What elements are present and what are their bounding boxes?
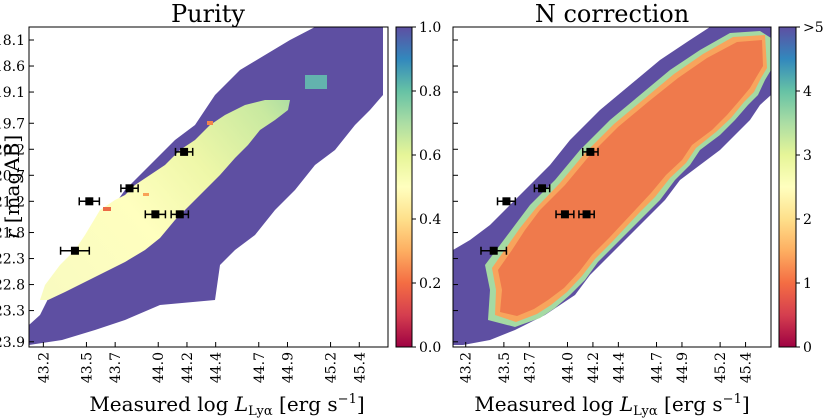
purity-y-tick-label: 21.8 (0, 226, 25, 242)
purity-heatmap (29, 27, 383, 345)
ncorr-x-tick-label: 44.9 (675, 352, 691, 383)
purity-inner-region (40, 100, 290, 300)
purity-top-patch (305, 75, 327, 89)
purity-y-tick-label: 20.7 (0, 168, 25, 184)
purity-data-point (180, 147, 189, 156)
purity-x-tick-label: 43.7 (108, 352, 124, 383)
purity-colorbar-tick-label: 1.0 (419, 20, 441, 36)
purity-colorbar-tick-label: 0.4 (419, 212, 441, 228)
ncorr-colorbar: 0 1 2 3 4 >5 (778, 20, 824, 356)
ncorr-data-point (560, 210, 569, 219)
purity-data-points (59, 147, 194, 255)
ncorr-colorbar-tick-label: 1 (803, 276, 812, 292)
purity-y-tick-label: 21.2 (0, 194, 25, 210)
ncorr-inner-region (498, 40, 763, 316)
ncorr-x-tick-label: 44.7 (650, 352, 666, 383)
purity-x-tick-label: 44.7 (252, 352, 268, 383)
ncorr-colorbar-tick-label: 3 (803, 148, 812, 164)
svg-text:r [magAB]: r [magAB] (0, 135, 24, 239)
purity-colorbar-tick-label: 0.2 (419, 276, 441, 292)
purity-red-pixel-3 (143, 193, 149, 196)
purity-data-point (70, 246, 79, 255)
purity-y-tick-label: 19.1 (0, 85, 25, 101)
purity-data-point (175, 210, 184, 219)
ncorr-x-tick-label: 44.0 (560, 352, 576, 383)
ncorr-data-points (480, 147, 599, 255)
purity-y-tick-label: 22.3 (0, 252, 25, 268)
ncorr-data-point (502, 197, 511, 206)
purity-plot-frame (28, 26, 389, 348)
purity-data-point (151, 210, 160, 219)
ncorr-x-tick-label: 45.4 (739, 352, 755, 383)
ncorr-title: N correction (535, 0, 689, 28)
ncorr-colorbar-tick-label: >5 (803, 20, 824, 36)
purity-y-label: r [magAB] (0, 135, 24, 239)
ncorr-x-tick-label: 45.2 (713, 352, 729, 383)
purity-x-tick-label: 45.4 (352, 352, 368, 383)
purity-panel: Purity 18.1 18.6 19.1 19.7 20.2 20.7 21.2 21.8 2… (0, 0, 441, 419)
ncorr-x-tick-label: 43.5 (497, 352, 513, 383)
ncorr-x-label: Measured log LLyα [erg s−1] (474, 392, 749, 419)
purity-colorbar: 0.0 0.2 0.4 0.6 0.8 1.0 (395, 20, 441, 356)
purity-colorbar-tick-label: 0.8 (419, 84, 441, 100)
purity-x-tick-label: 43.2 (36, 352, 52, 383)
ncorr-data-point (586, 147, 595, 156)
ncorr-panel: N correction 43.2 43.5 43.7 44.0 44.2 44.4 44.… (452, 0, 824, 419)
purity-x-tick-label: 44.2 (180, 352, 196, 383)
purity-x-tick-label: 44.0 (151, 352, 167, 383)
purity-y-tick-label: 19.7 (0, 116, 25, 132)
purity-x-axis: 43.2 43.5 43.7 44.0 44.2 44.4 44.7 44.9 45.2 45.4 (36, 342, 368, 383)
ncorr-x-tick-label: 43.2 (459, 352, 475, 383)
purity-y-tick-label: 20.2 (0, 142, 25, 158)
purity-data-point (125, 184, 134, 193)
purity-y-tick-label: 23.9 (0, 335, 25, 351)
purity-x-label: Measured log LLyα [erg s−1] (89, 392, 364, 419)
purity-red-pixel-2 (207, 121, 213, 125)
ncorr-colorbar-tick-label: 2 (803, 212, 812, 228)
purity-colorbar-tick-label: 0.0 (419, 340, 441, 356)
ncorr-plot-frame (452, 26, 772, 348)
y-label-unit: [magAB] (0, 135, 24, 230)
ncorr-y-axis (453, 39, 458, 343)
ncorr-data-point (538, 184, 547, 193)
purity-x-tick-label: 45.2 (324, 352, 340, 383)
purity-x-tick-label: 44.9 (280, 352, 296, 383)
purity-y-tick-label: 18.1 (0, 33, 25, 49)
purity-red-pixel-1 (103, 207, 111, 211)
purity-title: Purity (171, 0, 245, 28)
purity-data-point (85, 197, 94, 206)
ncorr-colorbar-tick-label: 4 (803, 84, 812, 100)
ncorr-x-tick-label: 44.4 (611, 352, 627, 383)
purity-x-tick-label: 43.5 (79, 352, 95, 383)
y-label-symbol: r (0, 228, 24, 239)
ncorr-x-axis: 43.2 43.5 43.7 44.0 44.2 44.4 44.7 44.9 45.2 45.4 (459, 342, 755, 383)
purity-y-tick-label: 18.6 (0, 59, 25, 75)
ncorr-x-tick-label: 44.2 (586, 352, 602, 383)
purity-x-tick-label: 44.4 (209, 352, 225, 383)
purity-colorbar-tick-label: 0.6 (419, 148, 441, 164)
ncorr-data-point (489, 246, 498, 255)
ncorr-heatmap (453, 27, 771, 345)
ncorr-colorbar-tick-label: 0 (803, 340, 812, 356)
purity-y-tick-label: 22.8 (0, 278, 25, 294)
ncorr-x-tick-label: 43.7 (522, 352, 538, 383)
ncorr-data-point (582, 210, 591, 219)
purity-y-tick-label: 23.3 (0, 304, 25, 320)
purity-y-axis: 18.1 18.6 19.1 19.7 20.2 20.7 21.2 21.8 22.3 22.8… (0, 33, 34, 351)
